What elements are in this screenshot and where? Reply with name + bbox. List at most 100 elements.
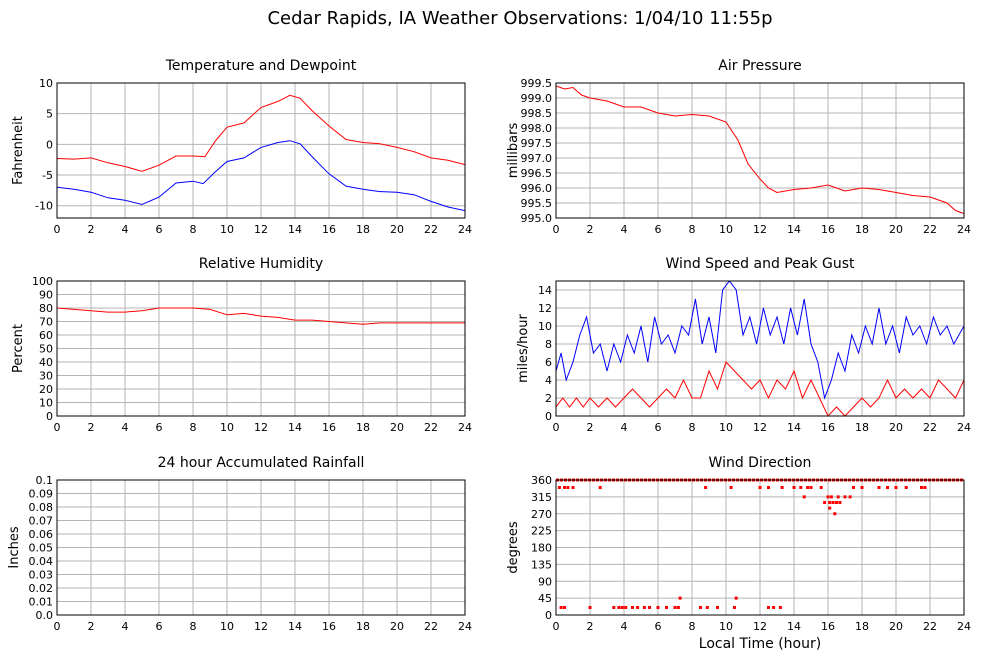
data-point bbox=[559, 606, 563, 609]
plot-frame bbox=[555, 280, 965, 417]
data-point bbox=[836, 495, 840, 499]
y-tick-label: 10 bbox=[39, 397, 53, 410]
x-tick-label: 20 bbox=[889, 223, 903, 236]
data-point bbox=[733, 606, 736, 609]
data-point bbox=[809, 486, 813, 489]
series-line bbox=[57, 307, 465, 325]
data-point bbox=[886, 486, 889, 489]
y-tick-label: 20 bbox=[39, 383, 53, 396]
y-tick-label: 0 bbox=[46, 138, 53, 151]
chart-title: Air Pressure bbox=[718, 58, 801, 74]
plot-frame bbox=[56, 280, 466, 417]
y-tick-label: 60 bbox=[39, 329, 53, 342]
y-tick-label: 995.5 bbox=[521, 197, 553, 210]
y-tick-label: 90 bbox=[39, 289, 53, 302]
x-tick-label: 14 bbox=[288, 620, 302, 633]
x-tick-label: 22 bbox=[424, 421, 438, 434]
y-tick-label: 998.5 bbox=[521, 107, 553, 120]
y-tick-label: 999.5 bbox=[521, 77, 553, 90]
x-tick-label: 8 bbox=[689, 421, 696, 434]
x-tick-label: 6 bbox=[655, 421, 662, 434]
y-axis-label: degrees bbox=[506, 521, 521, 574]
y-tick-label: 100 bbox=[32, 275, 53, 288]
data-point bbox=[699, 606, 702, 609]
wind-direction-chart: 0 2 4 6 8 10 12 14 16 18 20 22 243603152702251801359… bbox=[506, 455, 971, 633]
x-tick-label: 4 bbox=[621, 620, 628, 633]
x-tick-label: 6 bbox=[655, 223, 662, 236]
data-point bbox=[704, 486, 708, 489]
plot-frame bbox=[555, 479, 965, 616]
x-tick-label: 2 bbox=[88, 421, 95, 434]
data-point bbox=[588, 606, 592, 609]
x-tick-label: 22 bbox=[424, 223, 438, 236]
data-point bbox=[612, 606, 616, 609]
x-tick-label: 24 bbox=[957, 421, 971, 434]
x-tick-label: 16 bbox=[322, 620, 336, 633]
data-point bbox=[631, 606, 634, 609]
x-tick-label: 18 bbox=[356, 421, 370, 434]
chart-title: Temperature and Dewpoint bbox=[165, 58, 357, 74]
humidity-chart: 0 2 4 6 8 10 12 14 16 18 20 22 241009080706050403020… bbox=[11, 256, 472, 434]
data-point bbox=[767, 486, 770, 489]
y-tick-label: 998.0 bbox=[521, 122, 553, 135]
x-tick-label: 12 bbox=[254, 620, 268, 633]
y-axis-label: Fahrenheit bbox=[11, 116, 26, 185]
data-point bbox=[877, 486, 881, 489]
y-tick-label: 315 bbox=[531, 491, 552, 504]
y-tick-label: -5 bbox=[42, 169, 53, 182]
x-tick-label: 16 bbox=[821, 421, 835, 434]
y-tick-label: 180 bbox=[531, 542, 552, 555]
x-tick-label: 20 bbox=[390, 421, 404, 434]
y-tick-label: 999.0 bbox=[521, 92, 553, 105]
x-tick-label: 12 bbox=[254, 223, 268, 236]
y-tick-label: 0 bbox=[545, 609, 552, 622]
y-tick-label: 0.07 bbox=[29, 515, 54, 528]
data-point bbox=[778, 606, 782, 609]
series-line bbox=[556, 280, 964, 400]
x-tick-label: 18 bbox=[855, 223, 869, 236]
data-point bbox=[665, 606, 668, 609]
x-tick-label: 4 bbox=[122, 620, 129, 633]
data-layer bbox=[556, 85, 964, 214]
x-tick-label: 8 bbox=[190, 620, 197, 633]
rainfall-chart: 0 2 4 6 8 10 12 14 16 18 20 22 240.10.090.080.070.06… bbox=[7, 455, 472, 633]
y-tick-label: 10 bbox=[39, 77, 53, 90]
data-point bbox=[642, 606, 646, 609]
y-tick-label: 997.0 bbox=[521, 152, 553, 165]
x-tick-label: 18 bbox=[855, 620, 869, 633]
data-point bbox=[894, 486, 898, 489]
chart-title: Wind Direction bbox=[709, 455, 812, 471]
temperature-chart: 0 2 4 6 8 10 12 14 16 18 20 22 241050-5-10Temperatur… bbox=[11, 58, 472, 236]
y-axis-label: Percent bbox=[11, 324, 26, 373]
data-point bbox=[923, 486, 927, 489]
data-point bbox=[792, 486, 796, 489]
chart-title: Wind Speed and Peak Gust bbox=[666, 256, 855, 272]
data-point bbox=[566, 486, 570, 489]
data-point bbox=[835, 501, 838, 504]
data-point bbox=[904, 486, 908, 489]
x-tick-label: 16 bbox=[322, 223, 336, 236]
data-point bbox=[843, 495, 847, 499]
y-tick-label: 0.02 bbox=[29, 582, 54, 595]
data-point bbox=[780, 486, 784, 489]
page-title: Cedar Rapids, IA Weather Observations: 1… bbox=[267, 8, 772, 29]
plot-frame bbox=[56, 479, 466, 616]
data-point bbox=[571, 486, 575, 489]
x-tick-label: 8 bbox=[689, 620, 696, 633]
x-tick-label: 10 bbox=[719, 421, 733, 434]
x-tick-label: 10 bbox=[719, 223, 733, 236]
y-tick-label: 0.0 bbox=[36, 609, 54, 622]
data-point bbox=[826, 495, 830, 499]
x-tick-label: 14 bbox=[787, 620, 801, 633]
chart-title: Relative Humidity bbox=[199, 256, 323, 272]
x-tick-label: 20 bbox=[889, 421, 903, 434]
series-line bbox=[57, 140, 465, 212]
y-axis-label: millibars bbox=[506, 123, 521, 179]
x-tick-label: 0 bbox=[553, 421, 560, 434]
y-tick-label: 0.09 bbox=[29, 488, 54, 501]
x-tick-label: 6 bbox=[156, 223, 163, 236]
y-tick-label: 50 bbox=[39, 343, 53, 356]
y-tick-label: 360 bbox=[531, 474, 552, 487]
x-tick-label: 2 bbox=[587, 223, 594, 236]
x-tick-label: 18 bbox=[855, 421, 869, 434]
